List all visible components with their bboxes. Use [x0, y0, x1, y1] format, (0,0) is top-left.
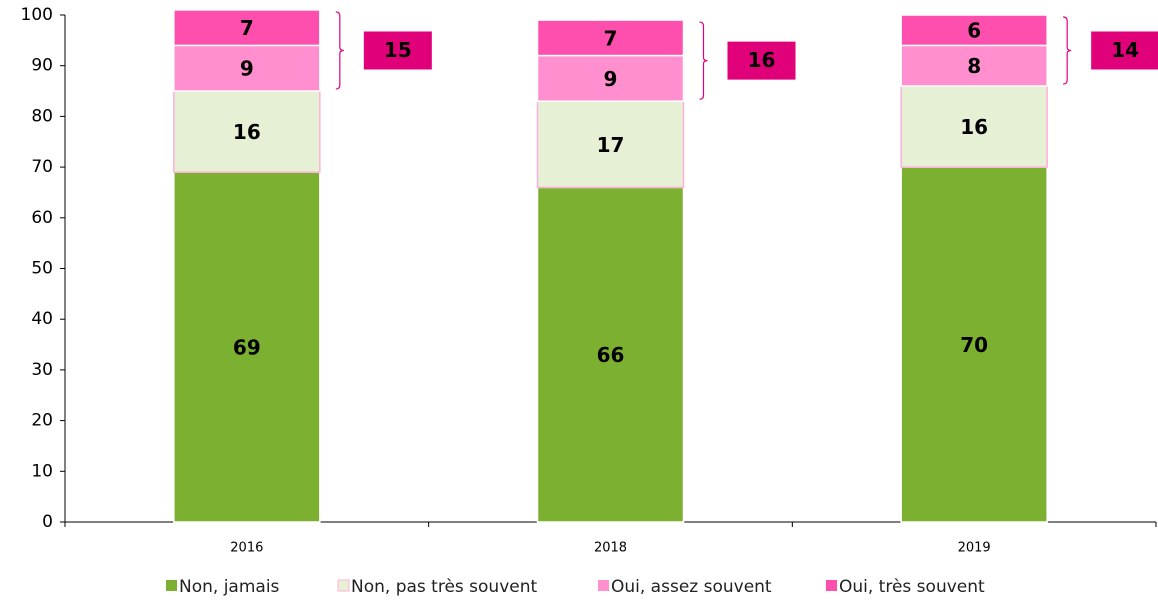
- y-tick-label: 100: [21, 5, 53, 25]
- data-label: 7: [604, 26, 618, 50]
- data-label: 9: [240, 57, 254, 81]
- total-label: 15: [384, 38, 412, 62]
- total-label: 14: [1111, 38, 1139, 62]
- legend-label: Oui, assez souvent: [611, 577, 772, 597]
- bar-segment: [900, 166, 1048, 523]
- bar-segment: [536, 54, 685, 102]
- x-tick-label: 2016: [230, 541, 263, 556]
- total-label: 16: [748, 48, 776, 72]
- bar-segment: [173, 9, 321, 47]
- x-tick-label: 2018: [594, 541, 627, 556]
- bar-segment: [173, 44, 321, 92]
- data-label: 70: [960, 333, 988, 357]
- bracket: [1063, 16, 1072, 85]
- legend-swatch: [166, 580, 177, 591]
- data-label: 9: [604, 67, 618, 91]
- bracket: [335, 11, 344, 90]
- bar-segment: [173, 90, 321, 173]
- bar-segment: [900, 85, 1048, 168]
- total-box: [727, 41, 796, 80]
- y-tick-label: 30: [31, 360, 53, 380]
- y-tick-label: 50: [31, 259, 53, 279]
- bar-segment: [536, 19, 685, 57]
- y-tick-label: 70: [31, 157, 53, 177]
- data-label: 8: [967, 54, 981, 78]
- data-label: 66: [597, 343, 625, 367]
- legend-label: Non, pas très souvent: [351, 577, 537, 597]
- data-label: 6: [967, 19, 981, 43]
- legend-swatch: [337, 579, 350, 592]
- y-tick-label: 60: [31, 208, 53, 228]
- y-tick-label: 40: [31, 309, 53, 329]
- data-label: 16: [233, 120, 261, 144]
- bar-segment: [536, 100, 685, 189]
- y-tick-label: 10: [31, 461, 53, 481]
- bracket: [699, 21, 708, 100]
- bar-segment: [900, 14, 1048, 47]
- legend-label: Oui, très souvent: [839, 577, 985, 597]
- bar-segment: [173, 171, 321, 523]
- data-label: 7: [240, 16, 254, 40]
- total-box: [363, 31, 432, 70]
- legend-label: Non, jamais: [179, 577, 280, 597]
- data-label: 16: [960, 115, 988, 139]
- bar-segment: [536, 186, 685, 523]
- legend-swatch: [598, 580, 609, 591]
- y-tick-label: 80: [31, 106, 53, 126]
- data-label: 69: [233, 336, 261, 360]
- data-label: 17: [597, 133, 625, 157]
- x-tick-label: 2019: [958, 541, 991, 556]
- y-tick-label: 20: [31, 411, 53, 431]
- total-box: [1091, 31, 1158, 70]
- legend-swatch: [826, 580, 837, 591]
- y-tick-label: 0: [42, 512, 53, 532]
- y-tick-label: 90: [31, 56, 53, 76]
